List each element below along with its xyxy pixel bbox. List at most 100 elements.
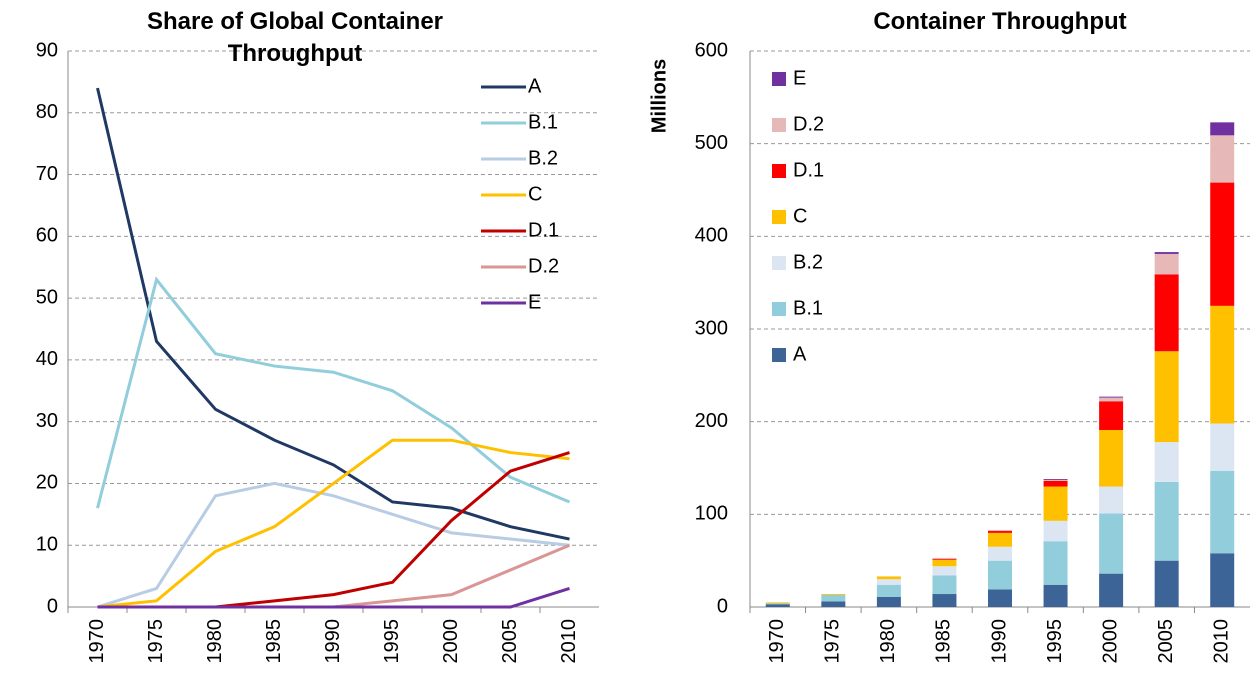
- line: [97, 543, 571, 609]
- legend-label: D.2: [793, 113, 824, 135]
- bar-segment: [1210, 305, 1235, 424]
- bar-segment: [932, 558, 957, 560]
- y-axis-label: Millions: [648, 59, 670, 133]
- y-tick-label: 80: [36, 101, 58, 123]
- bar-segment: [876, 579, 901, 585]
- bar-segment: [988, 530, 1012, 532]
- bar-segment: [1154, 351, 1179, 443]
- legend-label: B.1: [793, 297, 823, 319]
- y-tick-label: 70: [36, 163, 58, 185]
- y-tick-label: 60: [36, 225, 58, 247]
- y-tick-label: 10: [36, 534, 58, 556]
- bar-segment: [1099, 430, 1124, 487]
- y-tick-label: 300: [695, 317, 728, 339]
- legend-label: C: [528, 183, 542, 205]
- legend-label: A: [793, 343, 807, 365]
- legend-swatch: [772, 348, 786, 362]
- bar-segment: [1210, 182, 1235, 306]
- x-tick-label: 1985: [263, 619, 285, 664]
- bar-segment: [1210, 135, 1235, 183]
- x-tick-label: 1995: [1044, 619, 1066, 664]
- y-tick-label: 90: [36, 39, 58, 61]
- x-tick-label: 2010: [1211, 619, 1233, 664]
- bar-segment: [765, 604, 790, 607]
- line: [97, 438, 570, 609]
- y-tick-label: 100: [695, 503, 728, 525]
- x-tick-label: 1990: [322, 619, 344, 664]
- bar-segment: [765, 602, 790, 604]
- x-tick-label: 1975: [822, 619, 844, 664]
- y-tick-label: 200: [695, 410, 728, 432]
- bar-segment: [1043, 480, 1068, 481]
- bar-segment: [876, 584, 901, 597]
- bar-segment: [1099, 486, 1124, 514]
- line: [97, 587, 570, 609]
- bar-segment: [932, 557, 957, 559]
- bar-segment: [1043, 541, 1068, 585]
- legend-label: E: [793, 67, 806, 89]
- legend-label: D.1: [793, 159, 824, 181]
- legend-label: B.2: [793, 251, 823, 273]
- x-tick-label: 1985: [933, 619, 955, 664]
- bar-segment: [932, 594, 957, 607]
- x-tick-label: 1980: [204, 619, 226, 664]
- x-tick-label: 2000: [1099, 619, 1121, 664]
- legend-swatch: [772, 302, 786, 316]
- y-tick-label: 0: [47, 595, 58, 617]
- legend-label: B.1: [528, 111, 558, 133]
- x-tick-label: 2005: [499, 619, 521, 664]
- legend-swatch: [772, 210, 786, 224]
- bar-segment: [1210, 122, 1235, 136]
- bar-segment: [1099, 513, 1124, 574]
- bar-segment: [1099, 401, 1124, 431]
- x-tick-label: 2010: [558, 619, 580, 664]
- x-tick-label: 1970: [86, 619, 108, 664]
- bar-segment: [1099, 397, 1124, 402]
- bar-segment: [1043, 480, 1068, 487]
- x-tick-label: 2005: [1155, 619, 1177, 664]
- x-tick-label: 1975: [145, 619, 167, 664]
- legend-swatch: [772, 256, 786, 270]
- bar-segment: [1043, 479, 1068, 481]
- x-tick-label: 1970: [766, 619, 788, 664]
- bar-segment: [1210, 553, 1235, 607]
- bar-segment: [1210, 423, 1235, 471]
- bar-segment: [932, 559, 957, 567]
- legend-label: D.1: [528, 219, 559, 241]
- legend-label: A: [528, 75, 542, 97]
- bar-segment: [1210, 470, 1235, 554]
- line: [96, 276, 571, 509]
- bar-segment: [1099, 573, 1124, 607]
- bar-segment: [876, 596, 901, 607]
- bar-segment: [821, 594, 846, 602]
- bar-segment: [988, 532, 1012, 547]
- x-tick-label: 1995: [381, 619, 403, 664]
- bar-segment: [821, 601, 846, 607]
- legend-label: B.2: [528, 147, 558, 169]
- legend-label: C: [793, 205, 807, 227]
- bar-segment: [1154, 442, 1179, 482]
- y-tick-label: 600: [695, 39, 728, 61]
- legend-swatch: [772, 164, 786, 178]
- bar-segment: [876, 576, 901, 580]
- y-tick-label: 40: [36, 348, 58, 370]
- x-tick-label: 2000: [440, 619, 462, 664]
- bar-segment: [1154, 560, 1179, 607]
- y-tick-label: 50: [36, 286, 58, 308]
- bar-segment: [1099, 396, 1124, 398]
- x-tick-label: 1980: [877, 619, 899, 664]
- bar-segment: [821, 594, 846, 595]
- bar-segment: [1043, 520, 1068, 542]
- chart-title: Share of Global Container Throughput: [146, 8, 444, 67]
- line: [97, 481, 570, 609]
- line: [97, 451, 570, 609]
- bar-segment: [765, 603, 790, 605]
- bar-segment: [1043, 486, 1068, 521]
- y-tick-label: 30: [36, 410, 58, 432]
- y-tick-label: 0: [717, 595, 728, 617]
- legend-swatch: [772, 118, 786, 132]
- bar-segment: [988, 546, 1012, 561]
- bar-segment: [932, 566, 957, 576]
